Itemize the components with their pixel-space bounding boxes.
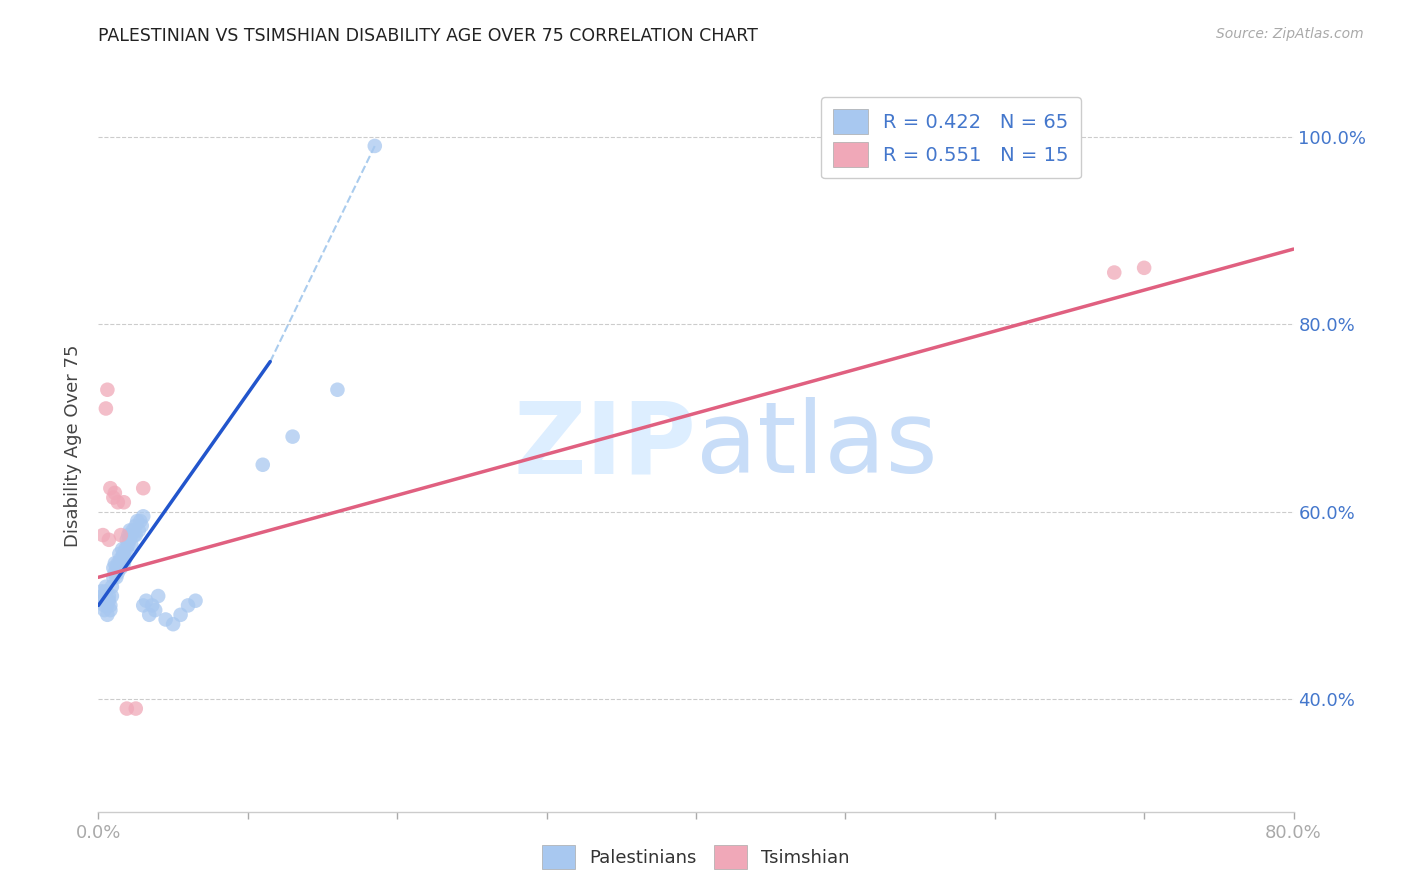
Text: ZIP: ZIP bbox=[513, 398, 696, 494]
Point bbox=[97, 589, 120, 603]
Point bbox=[169, 607, 191, 622]
Point bbox=[117, 537, 139, 551]
Point bbox=[128, 524, 150, 538]
Point bbox=[97, 593, 120, 607]
Point bbox=[148, 589, 170, 603]
Point bbox=[177, 599, 200, 613]
Point bbox=[91, 528, 114, 542]
Point bbox=[94, 401, 117, 416]
Point bbox=[117, 528, 139, 542]
Point bbox=[184, 593, 207, 607]
Point bbox=[93, 599, 115, 613]
Point bbox=[104, 556, 127, 570]
Point bbox=[120, 528, 142, 542]
Point bbox=[107, 566, 129, 580]
Y-axis label: Disability Age Over 75: Disability Age Over 75 bbox=[65, 344, 83, 548]
Point bbox=[114, 551, 136, 566]
Point bbox=[1133, 260, 1156, 275]
Point bbox=[115, 542, 138, 557]
Point bbox=[118, 533, 141, 547]
Point bbox=[108, 547, 131, 561]
Point bbox=[100, 599, 122, 613]
Text: Source: ZipAtlas.com: Source: ZipAtlas.com bbox=[1216, 27, 1364, 41]
Point bbox=[125, 528, 148, 542]
Point bbox=[132, 599, 155, 613]
Point bbox=[94, 584, 117, 599]
Text: PALESTINIAN VS TSIMSHIAN DISABILITY AGE OVER 75 CORRELATION CHART: PALESTINIAN VS TSIMSHIAN DISABILITY AGE … bbox=[98, 27, 758, 45]
Point bbox=[110, 561, 132, 575]
Point bbox=[112, 495, 135, 509]
Point bbox=[107, 495, 129, 509]
Point bbox=[97, 533, 120, 547]
Point bbox=[155, 612, 177, 626]
Point bbox=[121, 524, 143, 538]
Point bbox=[281, 429, 304, 443]
Point bbox=[131, 518, 153, 533]
Point bbox=[94, 580, 117, 594]
Point bbox=[120, 537, 142, 551]
Point bbox=[103, 570, 125, 584]
Point bbox=[111, 551, 134, 566]
Point bbox=[104, 486, 127, 500]
Point bbox=[100, 481, 122, 495]
Point bbox=[91, 589, 114, 603]
Point bbox=[91, 593, 114, 607]
Point bbox=[135, 593, 157, 607]
Point bbox=[103, 561, 125, 575]
Point bbox=[364, 139, 387, 153]
Point bbox=[112, 556, 135, 570]
Point bbox=[101, 580, 124, 594]
Point bbox=[115, 533, 138, 547]
Point bbox=[96, 607, 118, 622]
Point bbox=[125, 518, 148, 533]
Point bbox=[108, 556, 131, 570]
Point bbox=[326, 383, 349, 397]
Point bbox=[90, 584, 112, 599]
Point bbox=[115, 701, 138, 715]
Point bbox=[118, 524, 141, 538]
Point bbox=[252, 458, 274, 472]
Point bbox=[107, 556, 129, 570]
Point bbox=[125, 701, 148, 715]
Point bbox=[96, 383, 118, 397]
Point bbox=[103, 491, 125, 505]
Point bbox=[138, 607, 160, 622]
Point bbox=[114, 542, 136, 557]
Point bbox=[1104, 266, 1126, 280]
Point bbox=[94, 589, 117, 603]
Point bbox=[111, 542, 134, 557]
Point bbox=[162, 617, 184, 632]
Point bbox=[127, 514, 149, 528]
Point bbox=[132, 509, 155, 524]
Point bbox=[110, 528, 132, 542]
Point bbox=[129, 514, 152, 528]
Point bbox=[141, 599, 163, 613]
Point bbox=[124, 528, 146, 542]
Point bbox=[96, 599, 118, 613]
Point bbox=[143, 603, 166, 617]
Point bbox=[104, 566, 127, 580]
Point bbox=[112, 547, 135, 561]
Point bbox=[100, 603, 122, 617]
Point bbox=[105, 570, 128, 584]
Point bbox=[110, 551, 132, 566]
Legend: Palestinians, Tsimshian: Palestinians, Tsimshian bbox=[534, 838, 858, 876]
Point bbox=[105, 561, 128, 575]
Point bbox=[93, 603, 115, 617]
Text: atlas: atlas bbox=[696, 398, 938, 494]
Point bbox=[101, 589, 124, 603]
Point bbox=[132, 481, 155, 495]
